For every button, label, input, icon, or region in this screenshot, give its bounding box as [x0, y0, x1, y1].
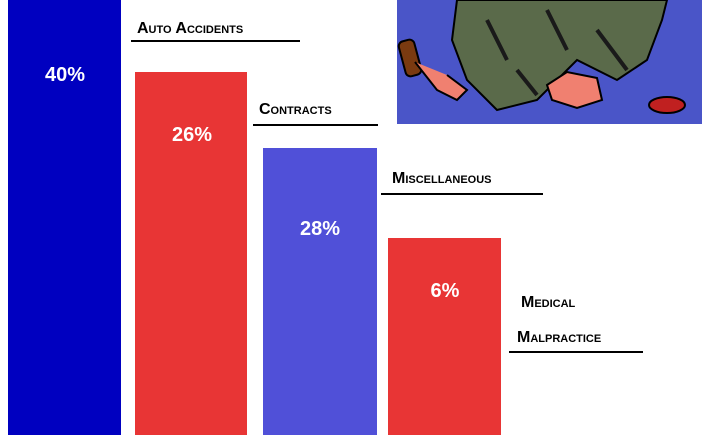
- underline: [381, 193, 543, 195]
- category-label: Auto Accidents: [137, 20, 243, 38]
- underline: [253, 124, 378, 126]
- category-label: Medical: [521, 294, 575, 312]
- value-label: 40%: [8, 64, 122, 87]
- category-label: Miscellaneous: [392, 170, 492, 188]
- value-label: 26%: [135, 124, 249, 147]
- slide: 40% 26% 28% 6% Auto Accidents Contracts …: [0, 0, 702, 435]
- underline: [509, 351, 643, 353]
- judge-clipart: [397, 0, 702, 124]
- value-label: 28%: [263, 218, 377, 241]
- value-label: 6%: [388, 280, 502, 303]
- bar: [263, 148, 377, 435]
- category-label: Contracts: [259, 101, 332, 119]
- underline: [131, 40, 300, 42]
- bar: [388, 238, 501, 435]
- category-label: Malpractice: [517, 329, 601, 347]
